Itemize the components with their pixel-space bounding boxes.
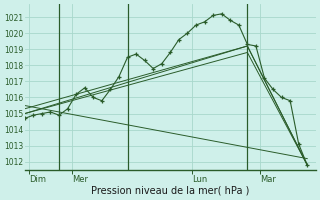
X-axis label: Pression niveau de la mer( hPa ): Pression niveau de la mer( hPa ) xyxy=(91,186,250,196)
